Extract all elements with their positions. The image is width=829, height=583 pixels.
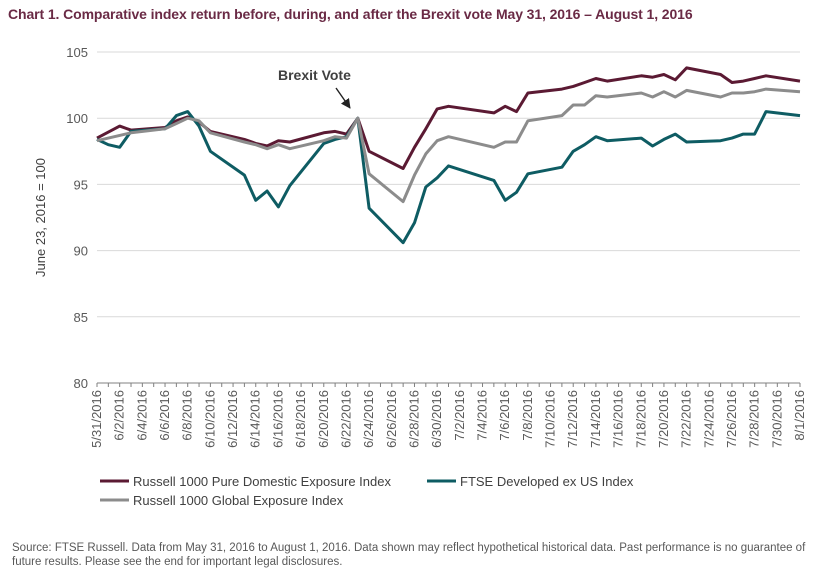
x-axis — [96, 382, 801, 387]
x-tick-label: 7/12/2016 — [565, 390, 580, 448]
x-tick-label: 6/26/2016 — [384, 390, 399, 448]
x-tick-label: 6/10/2016 — [202, 390, 217, 448]
x-tick-label: 6/30/2016 — [429, 390, 444, 448]
x-tick-labels: 5/31/2016 6/2/2016 6/4/2016 6/6/2016 6/8/201… — [89, 390, 807, 448]
y-tick-label: 90 — [74, 244, 88, 259]
y-tick-label: 80 — [74, 376, 88, 391]
x-tick-label: 7/20/2016 — [656, 390, 671, 448]
y-axis-label: June 23, 2016 = 100 — [33, 158, 48, 277]
x-tick-label: 7/6/2016 — [497, 390, 512, 441]
y-tick-label: 105 — [66, 45, 88, 60]
x-tick-label: 6/28/2016 — [406, 390, 421, 448]
source-note: Source: FTSE Russell. Data from May 31, … — [12, 542, 806, 568]
x-tick-label: 7/14/2016 — [588, 390, 603, 448]
x-tick-label: 7/16/2016 — [611, 390, 626, 448]
x-tick-label: 6/6/2016 — [157, 390, 172, 441]
x-tick-label: 6/24/2016 — [361, 390, 376, 448]
legend-label: FTSE Developed ex US Index — [460, 474, 634, 489]
y-tick-label: 85 — [74, 310, 88, 325]
x-tick-label: 7/10/2016 — [543, 390, 558, 448]
x-tick-label: 6/12/2016 — [225, 390, 240, 448]
x-tick-label: 6/20/2016 — [316, 390, 331, 448]
x-tick-label: 7/28/2016 — [747, 390, 762, 448]
x-tick-label: 7/2/2016 — [452, 390, 467, 441]
x-tick-label: 6/18/2016 — [293, 390, 308, 448]
x-tick-label: 7/24/2016 — [701, 390, 716, 448]
x-tick-label: 6/4/2016 — [134, 390, 149, 441]
x-tick-label: 7/8/2016 — [520, 390, 535, 441]
x-tick-label: 8/1/2016 — [792, 390, 807, 441]
x-tick-label: 7/30/2016 — [769, 390, 784, 448]
brexit-vote-label: Brexit Vote — [278, 67, 351, 83]
series-line-2 — [96, 110, 801, 245]
y-tick-label: 95 — [74, 177, 88, 192]
series-lines — [96, 66, 801, 245]
x-tick-label: 6/16/2016 — [270, 390, 285, 448]
y-tick-labels: 80 85 90 95 100 105 — [66, 45, 88, 391]
y-tick-label: 100 — [66, 111, 88, 126]
x-tick-label: 7/26/2016 — [724, 390, 739, 448]
x-tick-label: 7/22/2016 — [679, 390, 694, 448]
legend-label: Russell 1000 Global Exposure Index — [133, 493, 344, 508]
x-tick-label: 6/2/2016 — [112, 390, 127, 441]
gridlines — [97, 51, 800, 384]
x-tick-label: 7/18/2016 — [633, 390, 648, 448]
x-tick-label: 5/31/2016 — [89, 390, 104, 448]
brexit-annotation: Brexit Vote — [278, 67, 351, 109]
legend-label: Russell 1000 Pure Domestic Exposure Inde… — [133, 474, 391, 489]
series-line-3 — [96, 87, 801, 204]
brexit-vote-arrow — [335, 87, 351, 109]
x-tick-label: 6/22/2016 — [338, 390, 353, 448]
x-tick-label: 6/14/2016 — [248, 390, 263, 448]
x-tick-label: 7/4/2016 — [475, 390, 490, 441]
x-tick-label: 6/8/2016 — [180, 390, 195, 441]
chart-title: Chart 1. Comparative index return before… — [8, 6, 693, 22]
legend: Russell 1000 Pure Domestic Exposure Inde… — [100, 474, 634, 508]
